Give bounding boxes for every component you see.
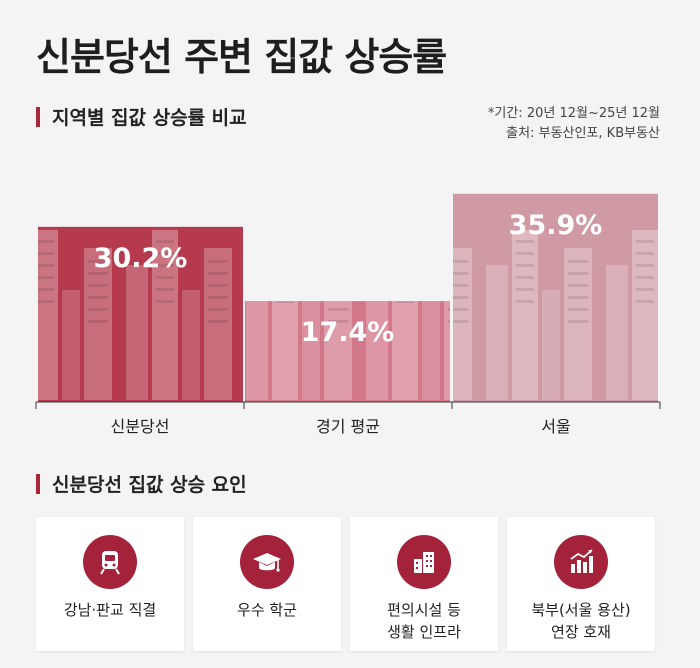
page-title: 신분당선 주변 집값 상승률 (36, 35, 447, 79)
category-label: 신분당선 (111, 417, 170, 436)
heading-accent-bar (36, 106, 40, 127)
factor-label: 북부(서울 용산) 연장 호재 (531, 601, 631, 641)
section-heading-comparison: 지역별 집값 상승률 비교 (36, 103, 247, 130)
buildings-icon (397, 535, 451, 589)
category-label: 서울 (541, 417, 570, 436)
factor-card-school: 우수 학군 (193, 517, 341, 651)
factor-label: 강남·판교 직결 (63, 601, 157, 619)
bar-texture-0 (38, 226, 243, 402)
section-heading-label: 신분당선 집값 상승 요인 (52, 474, 247, 496)
bar-value-label: 30.2% (94, 243, 188, 274)
category-label: 경기 평균 (316, 417, 380, 436)
source-note: *기간: 20년 12월~25년 12월 출처: 부동산인포, KB부동산 (488, 104, 660, 144)
bar-value-label: 17.4% (301, 317, 395, 348)
graduation-cap-icon (240, 535, 294, 589)
train-icon (83, 535, 137, 589)
section-heading-factors: 신분당선 집값 상승 요인 (36, 470, 247, 497)
period-note: *기간: 20년 12월~25년 12월 (487, 106, 660, 121)
factor-label: 편의시설 등 생활 인프라 (387, 601, 461, 641)
factor-cards: 강남·판교 직결 우수 학군 편 (36, 517, 655, 651)
growth-chart-icon (554, 535, 608, 589)
source-credit: 출처: 부동산인포, KB부동산 (506, 126, 660, 141)
bar-chart: 30.2% 신분당선 17.4% 경기 평균 35.9% 서울 (35, 193, 661, 436)
section-heading-label: 지역별 집값 상승률 비교 (52, 107, 247, 129)
bar-texture-2 (453, 193, 658, 402)
bar-texture-1 (245, 301, 450, 402)
factor-card-transit: 강남·판교 직결 (36, 517, 184, 651)
factor-card-extension: 북부(서울 용산) 연장 호재 (507, 517, 655, 651)
factor-label: 우수 학군 (237, 601, 297, 619)
heading-accent-bar (36, 473, 40, 494)
factor-card-infrastructure: 편의시설 등 생활 인프라 (350, 517, 498, 651)
bar-value-label: 35.9% (509, 210, 603, 241)
